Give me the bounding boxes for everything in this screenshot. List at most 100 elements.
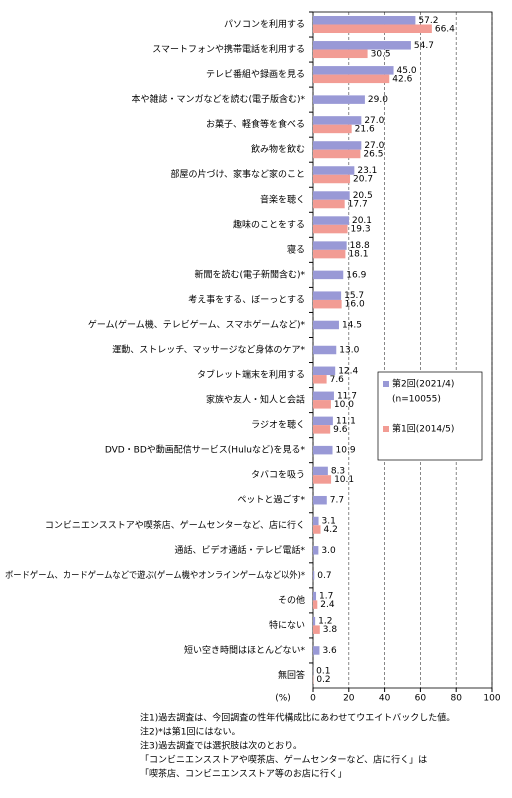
note: 「喫茶店、コンビニエンスストア等のお店に行く」 — [140, 768, 347, 780]
bar — [313, 75, 389, 84]
bar — [313, 546, 318, 555]
y-tick-label: 本や雑誌・マンガなどを読む(電子版含む)* — [131, 93, 305, 105]
note: 注1)過去調査は、今回調査の性年代構成比にあわせてウエイトバックした値。 — [140, 712, 455, 724]
value-label: 0.7 — [317, 571, 331, 581]
legend-note: (n=10055) — [392, 395, 441, 405]
bar — [313, 417, 333, 426]
y-tick-label: ラジオを聴く — [251, 420, 305, 431]
value-label: 10.1 — [334, 475, 354, 485]
x-tick-label: 40 — [379, 694, 391, 704]
bar — [313, 16, 415, 25]
bar — [313, 95, 365, 104]
y-tick-label: 音楽を聴く — [260, 193, 305, 205]
bar — [313, 241, 347, 250]
value-label: 10.9 — [336, 446, 356, 456]
y-tick-label: 寝る — [287, 243, 305, 255]
y-tick-label: コンビニエンスストアや喫茶店、ゲームセンターなど、店に行く — [45, 519, 305, 531]
y-tick-label: ペットと過ごす* — [237, 494, 305, 506]
value-label: 42.6 — [392, 74, 412, 84]
bar — [313, 200, 345, 209]
bar — [313, 50, 368, 59]
y-tick-label: 運動、ストレッチ、マッサージなど身体のケア* — [112, 344, 305, 356]
bar — [313, 116, 361, 125]
value-label: 16.9 — [346, 270, 366, 280]
bar — [313, 166, 354, 175]
y-tick-label: 考え事をする、ぼーっとする — [188, 293, 305, 305]
value-label: 7.6 — [330, 375, 345, 385]
value-label: 7.7 — [330, 496, 344, 506]
bar — [313, 400, 331, 409]
bar — [313, 321, 339, 330]
bar — [313, 467, 328, 476]
bar — [313, 150, 360, 159]
y-tick-label: テレビ番組や録画を見る — [206, 68, 305, 80]
y-tick-label: 通話、ビデオ通話・テレビ電話* — [174, 544, 305, 556]
value-label: 3.6 — [322, 646, 337, 656]
bar — [313, 271, 343, 280]
bar — [313, 646, 319, 655]
value-label: 30.5 — [371, 49, 391, 59]
value-label: 3.0 — [321, 546, 336, 556]
bar — [313, 446, 333, 455]
x-tick-label: 20 — [343, 694, 355, 704]
bar — [313, 346, 336, 355]
bar — [313, 375, 327, 384]
value-label: 14.5 — [342, 320, 362, 330]
x-tick-label: 0 — [310, 694, 316, 704]
value-label: 4.2 — [324, 525, 338, 535]
x-tick-label: 60 — [415, 694, 427, 704]
bar — [313, 475, 331, 484]
bar — [313, 25, 432, 33]
bar — [313, 525, 321, 534]
value-label: 10.0 — [334, 400, 354, 410]
bar — [313, 425, 330, 434]
y-tick-label: 家族や友人・知人と会話 — [206, 394, 305, 406]
value-label: 29.0 — [368, 95, 388, 105]
y-tick-label: スマートフォンや携帯電話を利用する — [152, 43, 305, 55]
value-label: 20.7 — [353, 174, 373, 184]
legend-label: 第1回(2014/5) — [392, 423, 454, 435]
y-tick-label: その他 — [278, 594, 305, 606]
bar — [313, 141, 361, 150]
value-label: 3.8 — [323, 625, 338, 635]
y-tick-label: 特にない — [269, 619, 305, 631]
y-tick-label: タブレット端末を利用する — [197, 369, 305, 381]
y-tick-label: 短い空き時間はほとんどない* — [184, 644, 306, 656]
bar — [313, 291, 341, 300]
value-label: 2.4 — [320, 600, 335, 610]
bar — [313, 300, 342, 309]
note: 注3)過去調査では選択肢は次のとおり。 — [140, 740, 302, 752]
bar — [313, 571, 314, 580]
bar — [313, 125, 352, 133]
legend-swatch — [383, 381, 389, 387]
value-label: 17.7 — [348, 200, 368, 210]
bar — [313, 41, 411, 50]
bar — [313, 367, 335, 376]
x-tick-label: 100 — [483, 694, 500, 704]
y-tick-label: パソコンを利用する — [224, 18, 305, 30]
value-label: 0.2 — [316, 675, 330, 685]
y-tick-label: DVD・BDや動画配信サービス(Huluなど)を見る* — [105, 444, 306, 456]
y-tick-label: タバコを吸う — [251, 470, 305, 481]
bar — [313, 225, 348, 234]
y-tick-label: お菓子、軽食等を食べる — [206, 118, 305, 130]
bar — [313, 216, 349, 225]
bar — [313, 625, 320, 634]
value-label: 18.1 — [348, 250, 368, 260]
value-label: 54.7 — [414, 41, 434, 51]
bar — [313, 250, 345, 259]
y-tick-label: 新聞を読む(電子新聞含む)* — [194, 268, 305, 280]
bar — [313, 66, 394, 75]
bar — [313, 517, 319, 526]
y-tick-label: 趣味のことをする — [233, 218, 305, 230]
note: 注2)*は第1回にはない。 — [140, 726, 240, 738]
bar — [313, 592, 316, 601]
note: 「コンビニエンスストアや喫茶店、ゲームセンターなど、店に行く」は — [140, 754, 427, 766]
value-label: 66.4 — [435, 24, 455, 34]
y-tick-label: ゲーム(ゲーム機、テレビゲーム、スマホゲームなど)* — [88, 318, 306, 330]
y-tick-label: 飲み物を飲む — [251, 143, 305, 155]
value-label: 19.3 — [351, 225, 371, 235]
bar — [313, 392, 334, 401]
bar — [313, 617, 315, 626]
